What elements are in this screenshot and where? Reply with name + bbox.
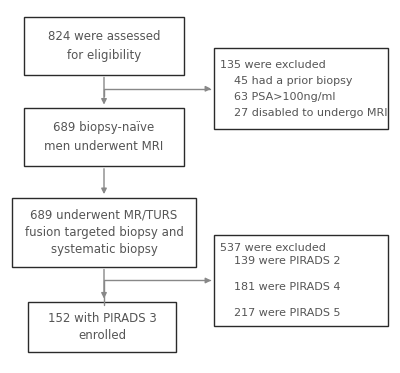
Text: fusion targeted biopsy and: fusion targeted biopsy and <box>24 226 184 239</box>
Bar <box>28 302 176 352</box>
Text: 139 were PIRADS 2: 139 were PIRADS 2 <box>220 256 340 266</box>
Text: 689 underwent MR/TURS: 689 underwent MR/TURS <box>30 209 178 222</box>
Text: 63 PSA>100ng/ml: 63 PSA>100ng/ml <box>220 92 336 101</box>
Text: 152 with PIRADS 3: 152 with PIRADS 3 <box>48 313 156 325</box>
Bar <box>12 198 196 267</box>
Text: systematic biopsy: systematic biopsy <box>50 243 158 256</box>
Text: 45 had a prior biopsy: 45 had a prior biopsy <box>220 76 352 85</box>
Text: 537 were excluded: 537 were excluded <box>220 243 326 253</box>
Bar <box>24 108 184 166</box>
Text: for eligibility: for eligibility <box>67 49 141 62</box>
Bar <box>214 235 388 326</box>
Text: 824 were assessed: 824 were assessed <box>48 29 160 43</box>
Bar <box>214 48 388 129</box>
Text: 181 were PIRADS 4: 181 were PIRADS 4 <box>220 282 340 292</box>
Bar <box>24 17 184 75</box>
Text: 689 biopsy-naïve: 689 biopsy-naïve <box>53 121 155 134</box>
Text: enrolled: enrolled <box>78 329 126 342</box>
Text: 27 disabled to undergo MRI: 27 disabled to undergo MRI <box>220 108 388 117</box>
Text: 217 were PIRADS 5: 217 were PIRADS 5 <box>220 308 340 318</box>
Text: 135 were excluded: 135 were excluded <box>220 60 326 69</box>
Text: men underwent MRI: men underwent MRI <box>44 140 164 153</box>
